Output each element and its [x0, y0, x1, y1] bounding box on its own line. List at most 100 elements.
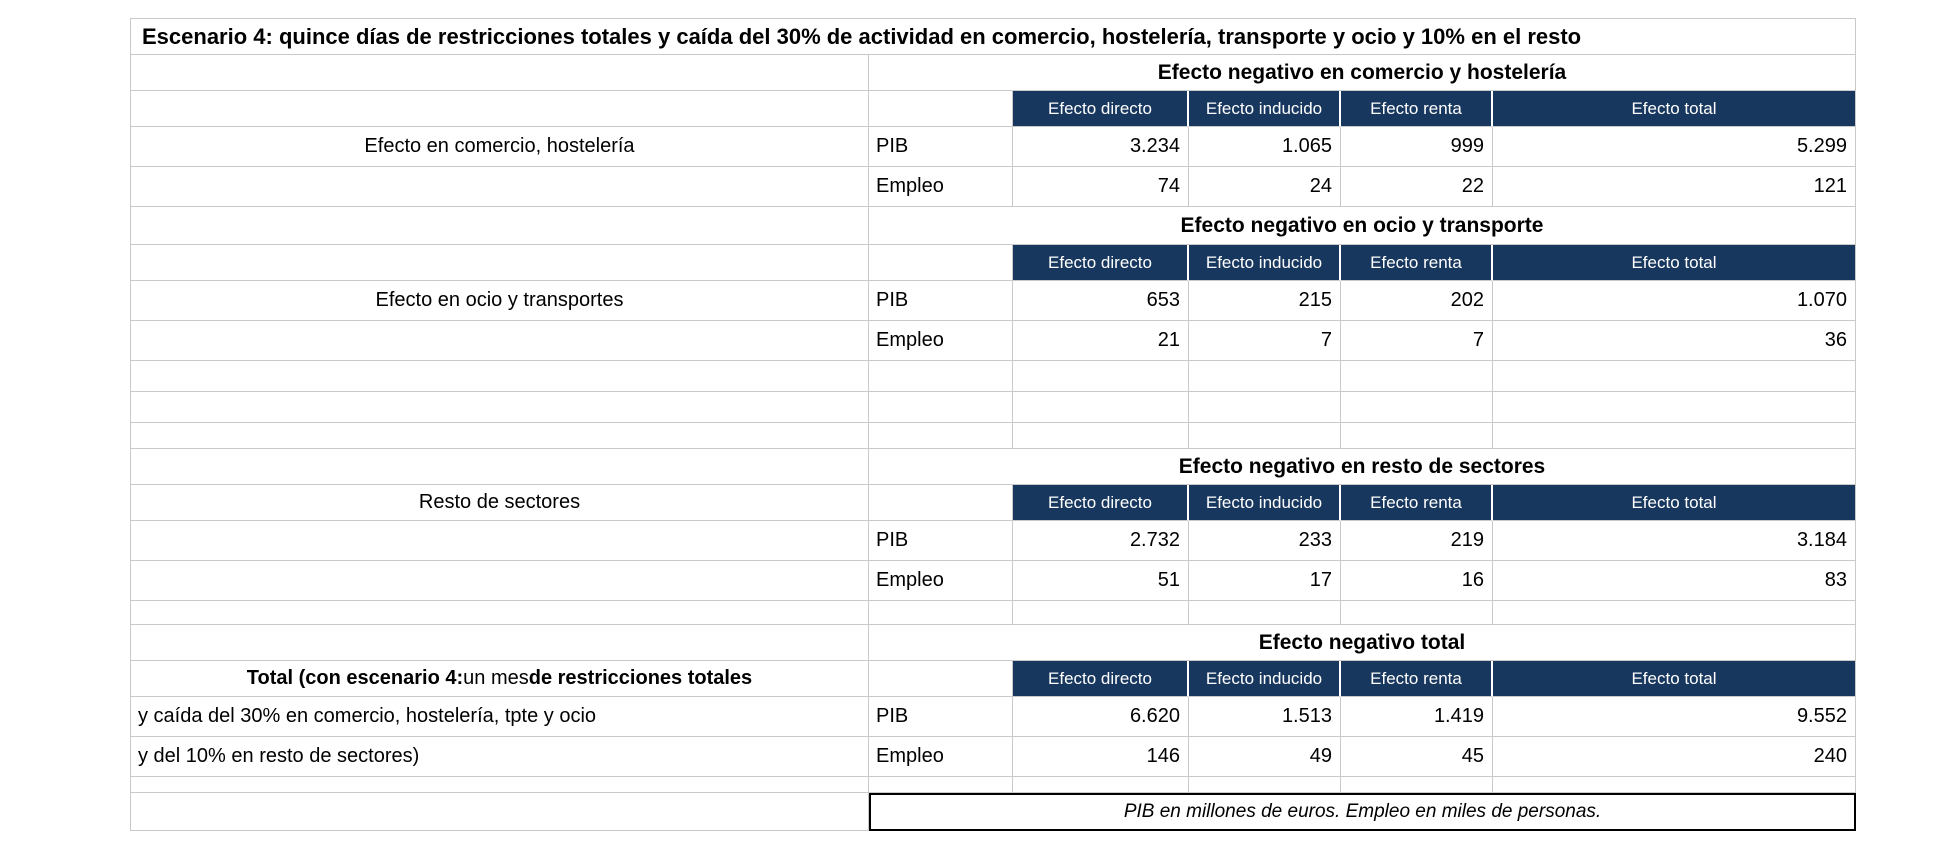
table-row: Efecto negativo en resto de sectores [131, 449, 1856, 485]
section-4-header: Efecto negativo total [869, 625, 1856, 661]
section-2-col-header-total: Efecto total [1493, 245, 1856, 281]
section-3-col-header-directo: Efecto directo [1013, 485, 1189, 521]
section-3-pib-total: 3.184 [1493, 521, 1856, 561]
table-row: PIB en millones de euros. Empleo en mile… [131, 793, 1856, 831]
empty-cell [131, 55, 869, 91]
section-4-empleo-total: 240 [1493, 737, 1856, 777]
table-row: Efecto directo Efecto inducido Efecto re… [131, 245, 1856, 281]
section-4-empleo-directo: 146 [1013, 737, 1189, 777]
empty-cell [869, 91, 1013, 127]
empty-cell [1013, 601, 1189, 625]
empty-cell [1189, 361, 1341, 392]
empty-cell [1013, 361, 1189, 392]
section-4-col-header-total: Efecto total [1493, 661, 1856, 697]
empty-cell [131, 167, 869, 207]
table-row: PIB 2.732 233 219 3.184 [131, 521, 1856, 561]
footer-note: PIB en millones de euros. Empleo en mile… [869, 793, 1856, 831]
section-4-pib-renta: 1.419 [1341, 697, 1493, 737]
section-4-label-line3: y del 10% en resto de sectores) [131, 737, 869, 777]
empty-cell [1493, 601, 1856, 625]
table-row [131, 777, 1856, 793]
section-4-pib-inducido: 1.513 [1189, 697, 1341, 737]
section-1-label: Efecto en comercio, hostelería [131, 127, 869, 167]
table-row: Total (con escenario 4: un mes de restri… [131, 661, 1856, 697]
section-4-label-bold2: de restricciones totales [528, 667, 753, 689]
section-4-label-bold1: Total (con escenario 4: [246, 667, 464, 689]
metric-label-empleo: Empleo [869, 561, 1013, 601]
empty-cell [1341, 777, 1493, 793]
table-row: Resto de sectores Efecto directo Efecto … [131, 485, 1856, 521]
section-1-pib-renta: 999 [1341, 127, 1493, 167]
section-4-pib-total: 9.552 [1493, 697, 1856, 737]
empty-cell [1341, 392, 1493, 423]
empty-cell [869, 423, 1013, 449]
table-row: Empleo 51 17 16 83 [131, 561, 1856, 601]
section-1-col-header-total: Efecto total [1493, 91, 1856, 127]
empty-cell [869, 601, 1013, 625]
section-2-col-header-inducido: Efecto inducido [1189, 245, 1341, 281]
empty-cell [1189, 777, 1341, 793]
section-4-empleo-renta: 45 [1341, 737, 1493, 777]
empty-cell [869, 485, 1013, 521]
section-4-pib-directo: 6.620 [1013, 697, 1189, 737]
section-3-empleo-directo: 51 [1013, 561, 1189, 601]
section-1-header: Efecto negativo en comercio y hostelería [869, 55, 1856, 91]
metric-label-pib: PIB [869, 281, 1013, 321]
metric-label-pib: PIB [869, 697, 1013, 737]
empty-cell [131, 321, 869, 361]
section-2-header: Efecto negativo en ocio y transporte [869, 207, 1856, 245]
section-4-label-regular: un mes [463, 667, 529, 689]
section-1-empleo-directo: 74 [1013, 167, 1189, 207]
empty-cell [131, 625, 869, 661]
section-3-header: Efecto negativo en resto de sectores [869, 449, 1856, 485]
table-row: Efecto en ocio y transportes PIB 653 215… [131, 281, 1856, 321]
section-2-pib-directo: 653 [1013, 281, 1189, 321]
empty-cell [1341, 601, 1493, 625]
table-row [131, 601, 1856, 625]
empty-cell [1493, 361, 1856, 392]
section-3-empleo-total: 83 [1493, 561, 1856, 601]
table-row [131, 361, 1856, 392]
empty-cell [131, 561, 869, 601]
section-4-col-header-inducido: Efecto inducido [1189, 661, 1341, 697]
table-row: Empleo 21 7 7 36 [131, 321, 1856, 361]
section-3-empleo-renta: 16 [1341, 561, 1493, 601]
empty-cell [1189, 392, 1341, 423]
empty-cell [869, 392, 1013, 423]
empty-cell [1189, 601, 1341, 625]
table-row: Efecto en comercio, hostelería PIB 3.234… [131, 127, 1856, 167]
section-2-pib-renta: 202 [1341, 281, 1493, 321]
empty-cell [1189, 423, 1341, 449]
section-4-label-line2: y caída del 30% en comercio, hostelería,… [131, 697, 869, 737]
empty-cell [1013, 777, 1189, 793]
section-1-pib-inducido: 1.065 [1189, 127, 1341, 167]
empty-cell [131, 361, 869, 392]
metric-label-empleo: Empleo [869, 321, 1013, 361]
empty-cell [1341, 361, 1493, 392]
empty-cell [131, 245, 869, 281]
section-2-label: Efecto en ocio y transportes [131, 281, 869, 321]
table-row [131, 423, 1856, 449]
section-2-pib-total: 1.070 [1493, 281, 1856, 321]
section-1-col-header-renta: Efecto renta [1341, 91, 1493, 127]
empty-cell [131, 423, 869, 449]
section-2-empleo-renta: 7 [1341, 321, 1493, 361]
section-2-empleo-inducido: 7 [1189, 321, 1341, 361]
table-row: Efecto negativo en comercio y hostelería [131, 55, 1856, 91]
section-3-col-header-renta: Efecto renta [1341, 485, 1493, 521]
empty-cell [1013, 392, 1189, 423]
empty-cell [131, 521, 869, 561]
empty-cell [1341, 423, 1493, 449]
section-2-empleo-directo: 21 [1013, 321, 1189, 361]
empty-cell [131, 777, 869, 793]
empty-cell [869, 661, 1013, 697]
empty-cell [131, 793, 869, 831]
empty-cell [131, 207, 869, 245]
table-row [131, 392, 1856, 423]
empty-cell [869, 245, 1013, 281]
section-4-label-line1: Total (con escenario 4: un mes de restri… [131, 661, 869, 697]
metric-label-empleo: Empleo [869, 167, 1013, 207]
empty-cell [1493, 392, 1856, 423]
section-3-pib-directo: 2.732 [1013, 521, 1189, 561]
empty-cell [131, 91, 869, 127]
